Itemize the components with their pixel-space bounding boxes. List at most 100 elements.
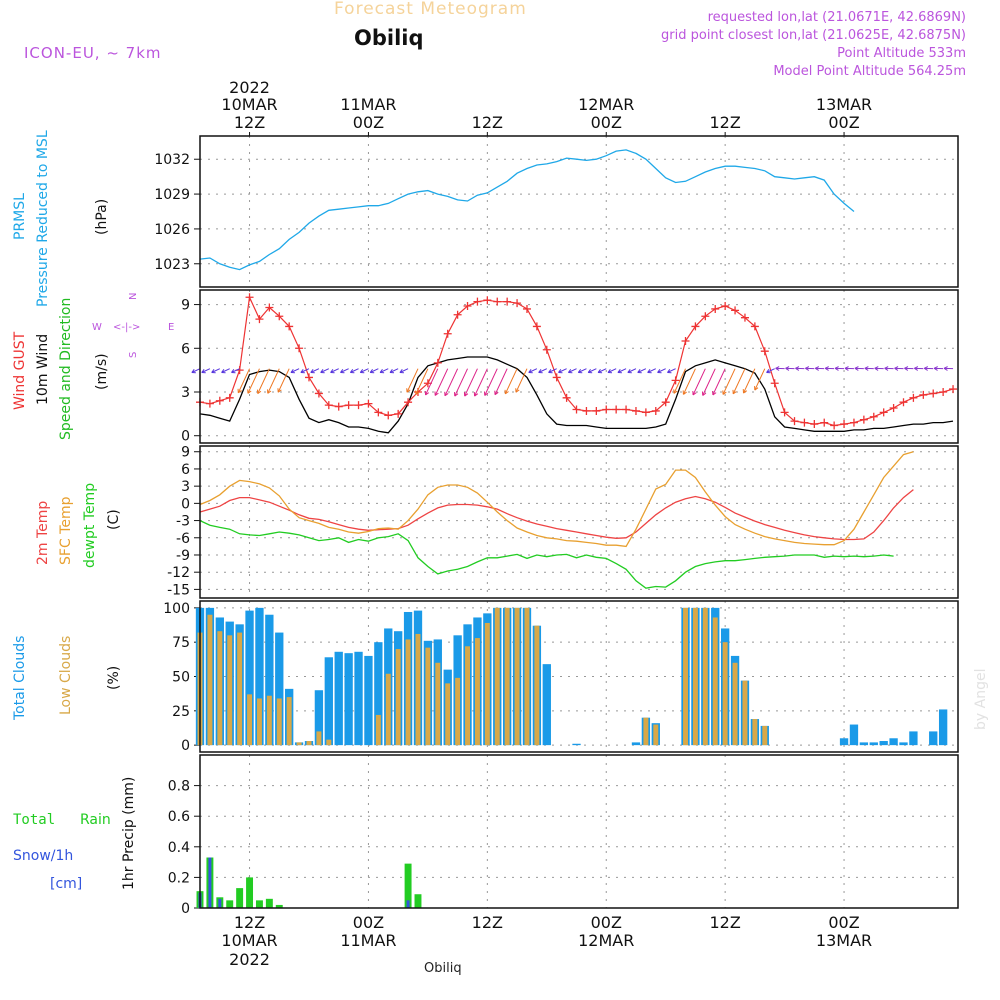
bar-total-clouds <box>572 743 581 746</box>
ytick-precip: 0.6 <box>168 809 190 825</box>
bar-rain <box>246 877 254 908</box>
bar-total-clouds <box>631 742 641 746</box>
frame-clouds <box>199 600 959 753</box>
bar-low-clouds <box>474 638 480 746</box>
bar-rain <box>236 888 244 908</box>
wind-arrow-head <box>369 368 375 374</box>
label-dewpt: dewpt Temp <box>82 483 98 568</box>
wind-arrow-head <box>647 368 652 374</box>
frame-pressure <box>199 135 959 288</box>
gust-marker <box>255 315 264 324</box>
ytick-temp: 6 <box>181 462 190 478</box>
wind-arrow-head <box>340 368 345 374</box>
compass-w: W <box>92 322 102 333</box>
gust-marker <box>374 408 383 417</box>
gust-marker <box>275 312 284 321</box>
gust-marker <box>562 393 571 402</box>
bar-low-clouds <box>326 739 332 746</box>
ytick-pressure: 1026 <box>154 222 190 238</box>
gust-marker <box>324 401 333 410</box>
wind-arrow-head <box>300 368 305 374</box>
gust-marker <box>879 408 888 417</box>
wind-arrow-head <box>884 366 889 371</box>
bar-low-clouds <box>286 697 292 746</box>
ytick-clouds: 75 <box>172 635 190 651</box>
bar-low-clouds <box>683 607 688 746</box>
wind-arrow <box>211 368 221 373</box>
gust-marker <box>949 385 958 394</box>
gust-marker <box>929 389 938 398</box>
gust-marker <box>750 322 759 331</box>
label-precip-axis: 1hr Precip (mm) <box>121 777 137 890</box>
bar-total-clouds <box>245 610 254 746</box>
wind-arrow <box>743 368 756 394</box>
wind-arrow <box>237 368 250 394</box>
top-date-label: 10MAR <box>221 95 277 114</box>
label-c: (C) <box>106 509 122 530</box>
bar-total-clouds <box>542 664 551 746</box>
wind-arrow <box>528 368 538 373</box>
gust-marker <box>354 401 363 410</box>
wind-arrow-head <box>607 368 613 374</box>
bar-low-clouds <box>435 662 441 746</box>
top-hour-label: 12Z <box>472 113 503 132</box>
wind-arrow <box>360 368 369 373</box>
wind-arrow-head <box>824 366 829 371</box>
series-dewpt <box>199 520 894 589</box>
label-snow: Snow/1h <box>13 848 73 864</box>
footer-location: Obiliq <box>424 961 462 976</box>
top-hour-label: 00Z <box>828 113 859 132</box>
wind-arrow <box>766 368 775 373</box>
bar-total-clouds <box>929 731 938 746</box>
bar-low-clouds <box>702 607 708 746</box>
bar-low-clouds <box>762 725 768 746</box>
wind-arrow-head <box>247 389 252 394</box>
wind-arrow <box>474 368 488 397</box>
wind-arrow-head <box>854 366 859 371</box>
top-date-label: 11MAR <box>340 95 396 114</box>
bar-low-clouds <box>712 617 718 746</box>
wind-arrow <box>379 368 389 373</box>
gust-marker <box>830 421 839 430</box>
wind-arrow-head <box>201 368 206 374</box>
gust-marker <box>701 312 710 321</box>
gust-marker <box>602 405 611 414</box>
wind-arrow-head <box>943 366 948 371</box>
wind-arrow-head <box>923 366 929 371</box>
wind-arrow <box>692 368 706 396</box>
ytick-clouds: 100 <box>163 601 190 617</box>
wind-arrow-head <box>463 392 469 397</box>
gust-marker <box>770 379 779 388</box>
bar-rain <box>404 863 412 908</box>
bar-low-clouds <box>445 683 451 746</box>
wind-arrow-head <box>754 386 759 391</box>
wind-arrow-head <box>692 390 697 396</box>
wind-arrow <box>712 368 726 396</box>
gust-marker <box>225 393 234 402</box>
bar-total-clouds <box>938 709 948 746</box>
wind-arrow-head <box>722 390 727 395</box>
model-point-altitude: Model Point Altitude 564.25m <box>773 64 966 79</box>
wind-arrow-head <box>682 390 687 395</box>
gust-marker <box>691 322 700 331</box>
gust-marker <box>731 306 740 315</box>
gust-marker <box>790 417 799 426</box>
wind-arrow <box>415 368 429 395</box>
wind-arrow <box>617 368 627 373</box>
gust-marker <box>433 358 442 367</box>
wind-arrow <box>637 368 647 373</box>
bottom-hour-label: 12Z <box>234 913 265 932</box>
gust-marker <box>721 302 730 311</box>
gust-marker <box>939 388 948 396</box>
gust-marker <box>503 297 512 306</box>
ytick-temp: -15 <box>167 582 190 598</box>
gust-marker <box>453 310 462 319</box>
point-altitude: Point Altitude 533m <box>837 46 966 61</box>
series-2m-temp <box>199 489 914 541</box>
gust-marker <box>909 393 918 402</box>
label-rain: Rain <box>80 812 111 828</box>
gust-marker <box>344 401 353 410</box>
bar-total-clouds <box>334 651 343 746</box>
